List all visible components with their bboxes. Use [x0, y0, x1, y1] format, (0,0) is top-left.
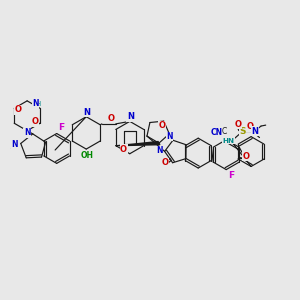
Text: S: S	[239, 127, 246, 136]
Text: F: F	[228, 171, 234, 180]
Text: N: N	[167, 132, 173, 141]
Text: O: O	[162, 158, 169, 167]
Text: O: O	[234, 120, 241, 129]
Text: N: N	[156, 146, 162, 155]
Text: N: N	[84, 108, 91, 117]
Text: O: O	[242, 152, 249, 161]
Text: C: C	[222, 128, 227, 136]
Text: HN: HN	[222, 138, 234, 144]
Polygon shape	[119, 142, 160, 146]
Text: O: O	[247, 122, 254, 131]
Text: N: N	[24, 128, 30, 137]
Text: O: O	[120, 145, 127, 154]
Text: O: O	[14, 105, 21, 114]
Text: H: H	[36, 101, 41, 107]
Text: O: O	[32, 117, 39, 126]
Text: CN: CN	[211, 128, 223, 137]
Text: N: N	[127, 112, 134, 121]
Text: O: O	[108, 114, 115, 123]
Text: OH: OH	[80, 151, 93, 160]
Text: N: N	[11, 140, 18, 148]
Text: N: N	[32, 100, 38, 109]
Text: O: O	[159, 121, 166, 130]
Text: N: N	[251, 127, 258, 136]
Text: F: F	[58, 123, 64, 132]
